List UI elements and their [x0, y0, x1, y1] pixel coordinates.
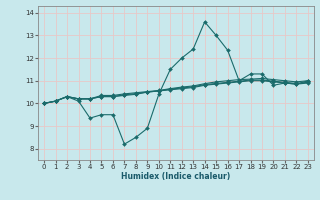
X-axis label: Humidex (Indice chaleur): Humidex (Indice chaleur)	[121, 172, 231, 181]
